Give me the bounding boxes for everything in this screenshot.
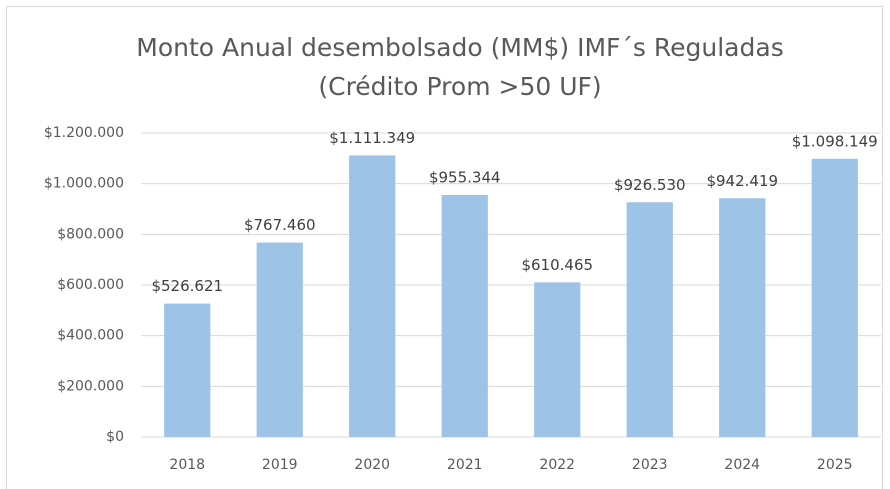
bar (441, 194, 488, 437)
y-tick-label: $1.200.000 (44, 125, 124, 141)
bar (256, 242, 303, 437)
x-tick-label: 2019 (262, 457, 298, 473)
chart-title: (Crédito Prom >50 UF) (318, 72, 601, 101)
value-label: $610.465 (521, 256, 593, 274)
x-tick-label: 2025 (817, 457, 853, 473)
value-label: $767.460 (244, 216, 316, 234)
bar (164, 303, 211, 437)
x-tick-label: 2018 (169, 457, 205, 473)
bar (349, 155, 396, 437)
y-tick-label: $0 (106, 429, 124, 445)
value-label: $1.098.149 (792, 132, 878, 150)
x-tick-label: 2021 (447, 457, 483, 473)
value-label: $955.344 (429, 168, 501, 186)
x-tick-label: 2022 (539, 457, 575, 473)
value-label: $526.621 (151, 277, 223, 295)
value-label: $1.111.349 (329, 129, 415, 147)
bar (719, 198, 766, 437)
chart-title: Monto Anual desembolsado (MM$) IMF´s Reg… (136, 33, 783, 62)
y-tick-label: $600.000 (57, 277, 124, 293)
x-tick-label: 2020 (354, 457, 390, 473)
y-tick-label: $400.000 (57, 328, 124, 344)
y-tick-label: $800.000 (57, 226, 124, 242)
value-label: $942.419 (706, 172, 778, 190)
x-tick-label: 2023 (632, 457, 668, 473)
value-label: $926.530 (614, 176, 686, 194)
bar (534, 282, 581, 437)
bar (811, 158, 858, 437)
y-tick-label: $200.000 (57, 378, 124, 394)
y-tick-label: $1.000.000 (44, 176, 124, 192)
x-tick-label: 2024 (724, 457, 760, 473)
bar (626, 202, 673, 437)
